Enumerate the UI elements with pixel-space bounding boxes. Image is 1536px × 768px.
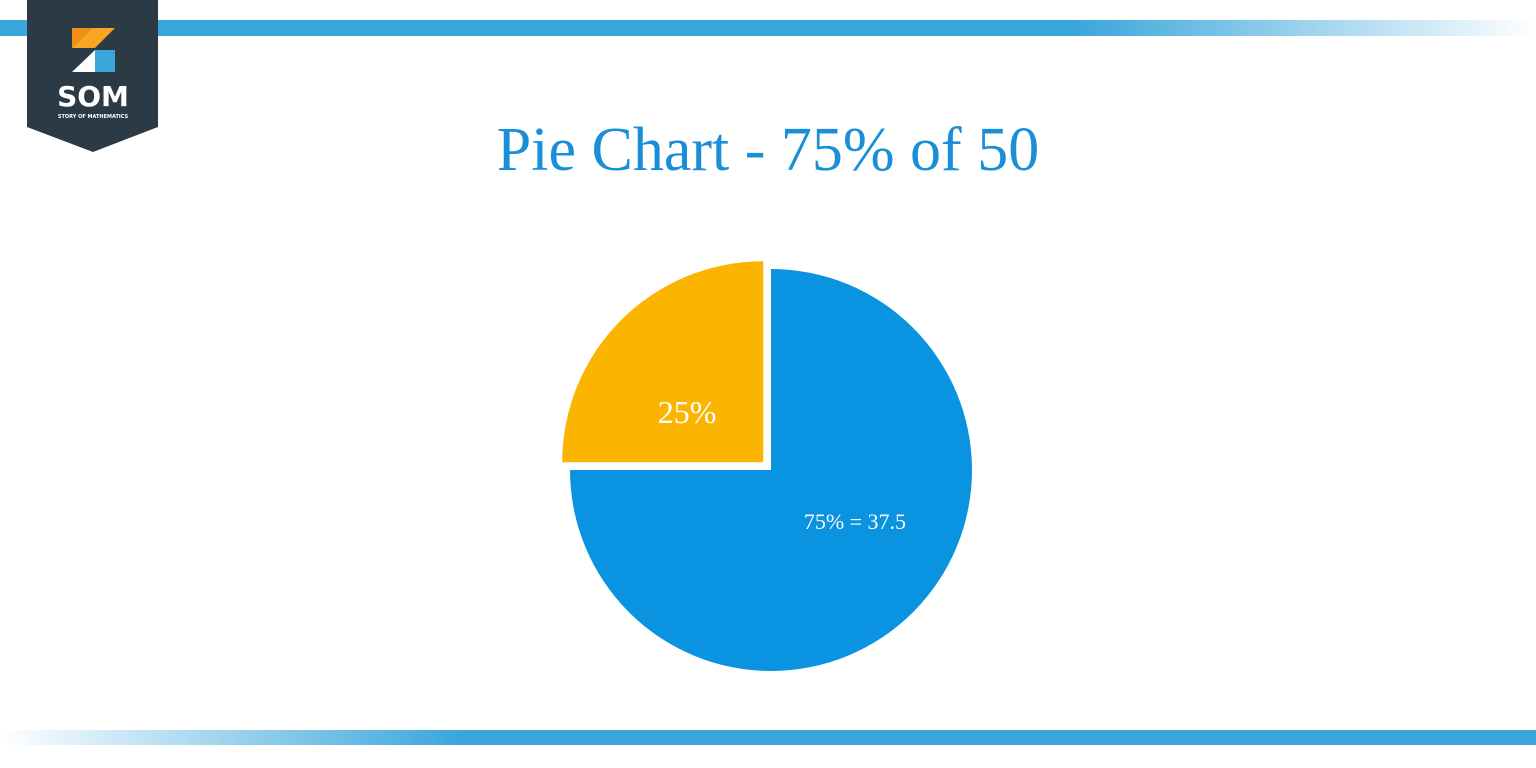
logo-mark-white (72, 50, 95, 72)
bottom-stripe (0, 730, 1536, 745)
pie-slice (562, 261, 764, 463)
logo-mark (72, 28, 115, 48)
logo-text: SOM (57, 80, 129, 113)
logo: SOM STORY OF MATHEMATICS (27, 0, 158, 152)
logo-tagline: STORY OF MATHEMATICS (58, 114, 129, 120)
pie: 75% = 37.5 25% (562, 261, 972, 671)
pie-slice (570, 269, 972, 671)
data-label: 25% (658, 394, 717, 430)
data-label: 75% = 37.5 (804, 509, 906, 534)
logo-mark-blue (95, 50, 115, 72)
logo-badge (27, 0, 158, 152)
top-stripe (0, 20, 1536, 36)
chart-title: Pie Chart - 75% of 50 (497, 116, 1039, 184)
